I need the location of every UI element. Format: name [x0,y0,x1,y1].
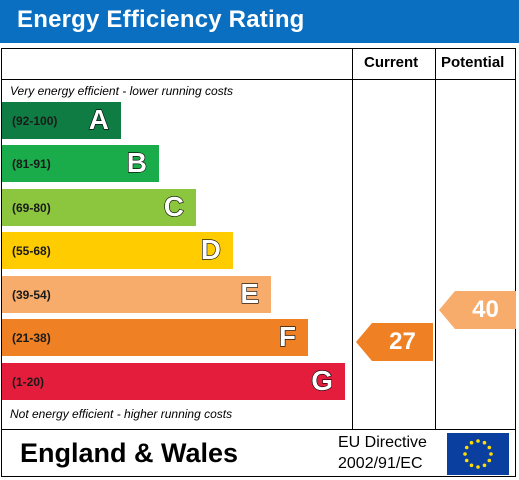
band-f-letter: F [278,320,296,352]
band-f: (21-38) F [2,319,308,356]
band-d-range: (55-68) [12,244,51,258]
page-title: Energy Efficiency Rating [17,6,305,33]
eu-directive-label: EU Directive [338,434,427,451]
band-a-letter: A [88,103,109,135]
band-b: (81-91) B [2,145,159,182]
potential-rating-arrow: 40 [439,291,516,329]
band-e-letter: E [240,277,260,309]
band-e: (39-54) E [2,276,271,313]
footer-divider [1,429,516,430]
band-c: (69-80) C [2,189,196,226]
bottom-caption: Not energy efficient - higher running co… [10,407,233,421]
current-rating-value: 27 [389,328,416,355]
current-column-divider [352,48,353,430]
band-a: (92-100) A [2,102,121,139]
header-row-divider [1,79,516,80]
potential-rating-value: 40 [472,296,499,323]
band-e-range: (39-54) [12,288,51,302]
country-label: England & Wales [20,438,239,468]
eu-directive-number: 2002/91/EC [338,455,423,472]
top-caption: Very energy efficient - lower running co… [10,84,233,98]
rating-frame [1,48,516,477]
title-bar: Energy Efficiency Rating [0,0,519,43]
eu-flag-icon [447,433,509,475]
band-d: (55-68) D [2,232,233,269]
band-g-range: (1-20) [12,375,45,389]
band-g: (1-20) G [2,363,345,400]
band-c-range: (69-80) [12,201,51,215]
band-f-range: (21-38) [12,331,51,345]
band-b-letter: B [126,146,147,178]
current-rating-arrow: 27 [356,323,433,361]
band-g-letter: G [311,364,334,396]
band-b-range: (81-91) [12,157,51,171]
potential-column-header: Potential [441,54,505,71]
potential-column-divider [435,48,436,430]
band-c-letter: C [163,190,184,222]
band-a-range: (92-100) [12,114,58,128]
band-d-letter: D [200,233,221,265]
current-column-header: Current [364,54,419,71]
